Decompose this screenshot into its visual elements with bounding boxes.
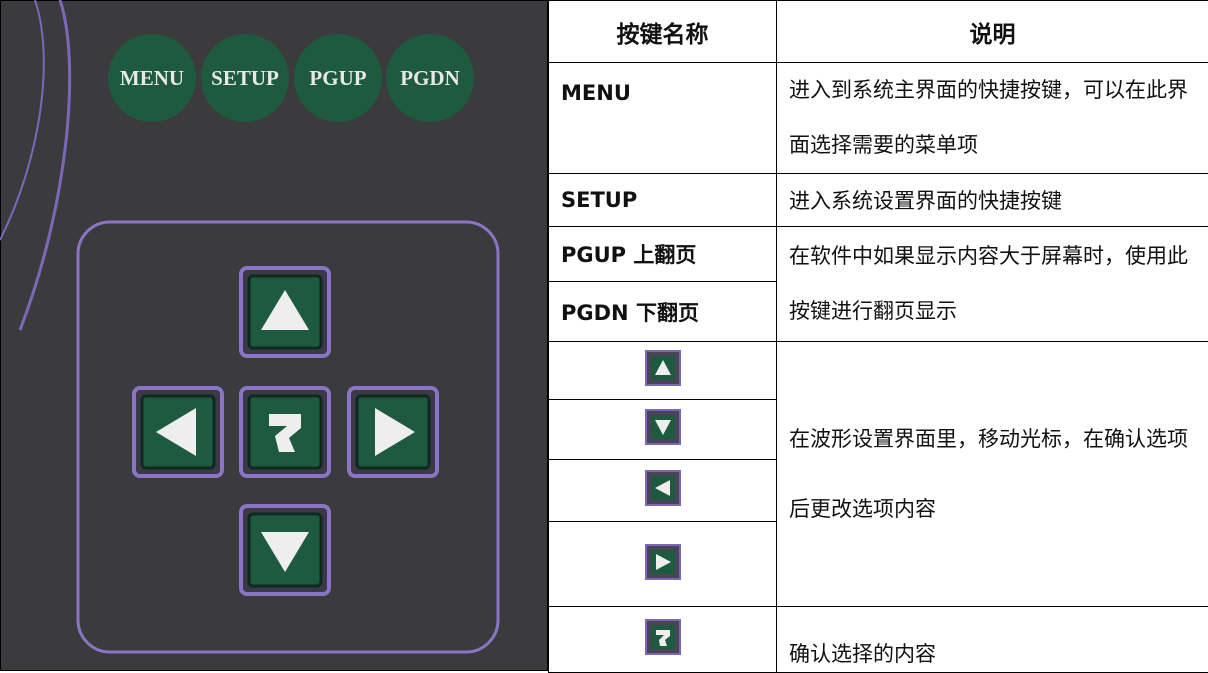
- description-cell: 确认选择的内容: [777, 607, 1208, 673]
- icon-cell: [549, 400, 777, 460]
- keypad-photo: MENU SETUP PGUP PGDN: [0, 0, 548, 671]
- up-icon: [645, 350, 681, 386]
- left-icon: [645, 470, 681, 506]
- key-cell: PGDN 下翻页: [549, 282, 777, 342]
- description-cell: 进入到系统主界面的快捷按键，可以在此界面选择需要的菜单项: [777, 63, 1208, 174]
- icon-cell: [549, 607, 777, 673]
- icon-cell: [549, 522, 777, 607]
- enter-icon: [645, 619, 681, 655]
- description-cell: 在软件中如果显示内容大于屏幕时，使用此按键进行翻页显示: [777, 227, 1208, 342]
- description-cell: 进入系统设置界面的快捷按键: [777, 174, 1208, 227]
- header-cell: 说明: [777, 1, 1208, 63]
- left-button: [134, 388, 222, 476]
- key-cell: MENU: [549, 63, 777, 174]
- right-button: [349, 388, 437, 476]
- header-cell: 按键名称: [549, 1, 777, 63]
- icon-cell: [549, 460, 777, 522]
- down-icon: [645, 409, 681, 445]
- down-button: [241, 506, 329, 594]
- up-button: [241, 268, 329, 356]
- key-label: PGDN: [400, 66, 460, 90]
- header-row: 按键名称 说明: [549, 1, 1208, 63]
- icon-cell: [549, 342, 777, 400]
- key-label: MENU: [120, 66, 184, 90]
- right-icon: [645, 544, 681, 580]
- key-label: SETUP: [211, 66, 279, 90]
- key-label: PGUP: [309, 66, 366, 90]
- description-cell: 在波形设置界面里，移动光标，在确认选项后更改选项内容: [777, 342, 1208, 607]
- enter-button: [241, 388, 329, 476]
- key-cell: PGUP 上翻页: [549, 227, 777, 282]
- key-table: 按键名称 说明 MENU 进入到系统主界面的快捷按键，可以在此界面选择需要的菜单…: [548, 0, 1208, 673]
- key-cell: SETUP: [549, 174, 777, 227]
